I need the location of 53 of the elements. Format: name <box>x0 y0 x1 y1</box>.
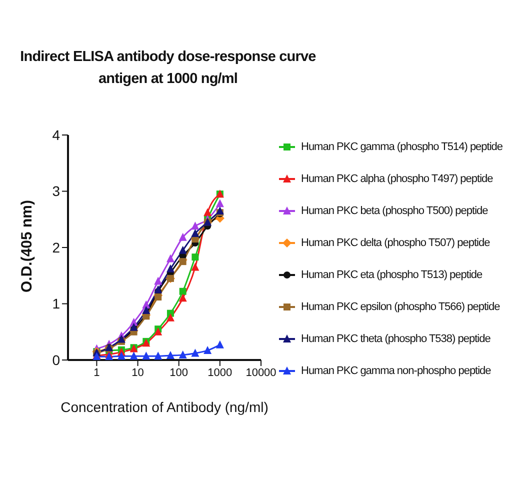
point <box>105 352 114 360</box>
x-axis-title: Concentration of Antibody (ng/ml) <box>60 399 268 415</box>
x-tick-label: 1 <box>94 366 100 379</box>
point <box>179 258 186 266</box>
point <box>154 285 162 294</box>
point <box>154 327 162 336</box>
point <box>191 228 200 237</box>
point <box>130 322 138 331</box>
legend-label: Human PKC alpha (phospho T497) peptide <box>301 173 493 185</box>
y-axis-title: O.D.(405 nm) <box>18 200 36 292</box>
point <box>154 276 162 285</box>
legend-label: Human PKC eta (phospho T513) peptide <box>301 269 482 281</box>
legend-label: Human PKC epsilon (phospho T566) peptide <box>301 301 500 313</box>
point <box>166 254 174 262</box>
point <box>204 208 212 216</box>
chart-title: Indirect ELISA antibody dose-response curve <box>19 48 317 67</box>
point <box>191 222 200 230</box>
point <box>204 346 212 354</box>
y-tick-label: 4 <box>52 126 60 143</box>
point <box>166 264 174 272</box>
point <box>191 262 200 271</box>
point <box>216 206 224 214</box>
point <box>216 340 224 348</box>
point <box>178 246 187 254</box>
legend-label: Human PKC gamma non-phospho peptide <box>301 365 491 377</box>
x-tick-label: 100 <box>170 366 188 379</box>
legend-label: Human PKC theta (phospho T538) peptide <box>301 333 490 345</box>
y-tick-label: 2 <box>52 239 60 256</box>
point <box>178 294 187 302</box>
point <box>192 254 199 261</box>
point <box>216 199 224 208</box>
point <box>117 352 126 360</box>
point <box>166 351 174 359</box>
point <box>154 294 162 300</box>
legend-label: Human PKC beta (phospho T500) peptide <box>301 205 488 217</box>
point <box>191 348 200 357</box>
y-tick-label: 0 <box>52 352 60 368</box>
chart-subtitle: antigen at 1000 ng/ml <box>97 70 239 89</box>
point <box>179 288 186 295</box>
x-tick-label: 10000 <box>246 366 276 379</box>
legend-label: Human PKC delta (phospho T507) peptide <box>301 237 490 249</box>
x-tick-label: 10 <box>132 366 144 379</box>
y-tick-label: 3 <box>52 183 60 200</box>
point <box>130 352 138 360</box>
point <box>178 350 187 358</box>
x-tick-label: 1000 <box>208 366 232 379</box>
point <box>142 306 150 314</box>
point <box>178 232 187 241</box>
point <box>154 352 162 360</box>
point <box>142 352 150 360</box>
point <box>166 313 174 322</box>
legend-label: Human PKC gamma (phospho T514) peptide <box>301 141 503 153</box>
y-tick-label: 1 <box>52 296 60 312</box>
